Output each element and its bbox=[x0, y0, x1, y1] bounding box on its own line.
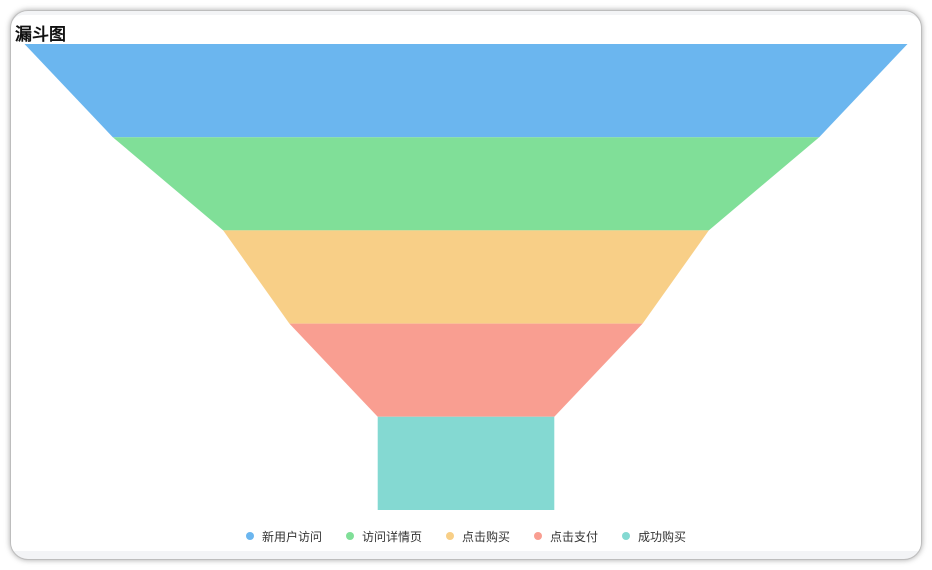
legend-label: 点击支付 bbox=[550, 529, 599, 544]
funnel-stage-3[interactable] bbox=[223, 230, 709, 324]
funnel-stage-1[interactable] bbox=[24, 44, 908, 138]
legend-item-5[interactable]: 成功购买 bbox=[622, 528, 686, 545]
legend-item-1[interactable]: 新用户访问 bbox=[245, 528, 322, 545]
chart-title: 漏斗图 bbox=[15, 25, 66, 45]
legend-item-3[interactable]: 点击购买 bbox=[445, 528, 510, 545]
legend-dot-icon bbox=[534, 532, 542, 540]
legend-dot-icon bbox=[445, 532, 454, 540]
legend-label: 成功购买 bbox=[638, 529, 687, 544]
legend-item-2[interactable]: 访问详情页 bbox=[345, 528, 422, 545]
funnel-stage-2[interactable] bbox=[112, 137, 820, 231]
chart-panel: 漏斗图 新用户访问 访问详情页 点击购买 点击支付 成功购买 bbox=[11, 15, 921, 551]
legend-dot-icon bbox=[245, 532, 254, 540]
legend-label: 点击购买 bbox=[461, 529, 510, 544]
funnel-stage-5[interactable] bbox=[377, 416, 555, 510]
legend-label: 访问详情页 bbox=[361, 529, 422, 544]
chart-frame: 漏斗图 新用户访问 访问详情页 点击购买 点击支付 成功购买 bbox=[10, 10, 922, 560]
chart-legend: 新用户访问 访问详情页 点击购买 点击支付 成功购买 bbox=[11, 526, 921, 546]
legend-item-4[interactable]: 点击支付 bbox=[534, 528, 598, 545]
funnel-chart bbox=[24, 44, 908, 510]
legend-dot-icon bbox=[622, 532, 631, 540]
legend-label: 新用户访问 bbox=[261, 529, 322, 544]
funnel-stage-4[interactable] bbox=[289, 323, 643, 417]
legend-dot-icon bbox=[345, 532, 354, 540]
